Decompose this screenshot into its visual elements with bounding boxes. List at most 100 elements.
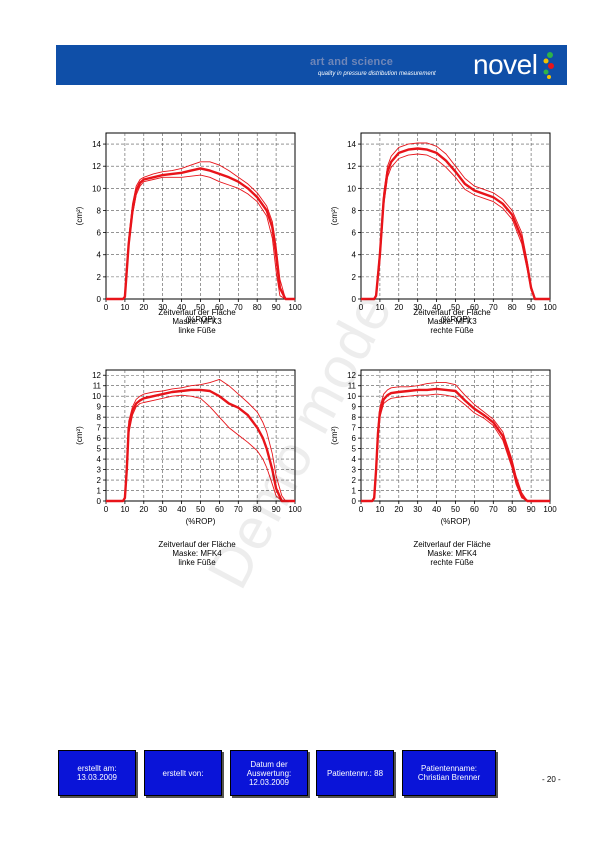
y-tick-label: 5 bbox=[352, 445, 357, 454]
patient-no: Patientennr.: 88 bbox=[326, 768, 384, 778]
y-tick-label: 12 bbox=[347, 371, 356, 380]
y-tick-label: 4 bbox=[97, 455, 102, 464]
y-tick-label: 3 bbox=[352, 466, 357, 475]
y-tick-label: 4 bbox=[97, 251, 102, 260]
caption-line: Zeitverlauf der Fläche bbox=[413, 540, 491, 549]
y-tick-label: 2 bbox=[97, 273, 102, 282]
y-tick-label: 4 bbox=[352, 455, 357, 464]
caption-line: Maske: MFK3 bbox=[172, 317, 222, 326]
x-tick-label: 100 bbox=[288, 303, 302, 312]
x-tick-label: 10 bbox=[375, 303, 384, 312]
x-tick-label: 10 bbox=[120, 505, 129, 514]
y-tick-label: 10 bbox=[92, 392, 101, 401]
x-tick-label: 40 bbox=[432, 505, 441, 514]
caption-line: rechte Füße bbox=[430, 326, 474, 335]
x-tick-label: 20 bbox=[394, 505, 403, 514]
y-tick-label: 0 bbox=[352, 295, 357, 304]
x-axis-label: (%ROP) bbox=[186, 315, 216, 324]
series-line-mean bbox=[361, 387, 550, 503]
x-tick-label: 90 bbox=[272, 303, 281, 312]
area-chart-mfk4-left: 0 10 20 30 40 50 60 70 80 90 1000123456789101112(%… bbox=[75, 369, 302, 526]
x-tick-label: 80 bbox=[508, 303, 517, 312]
tagline-bottom: quality in pressure distribution measure… bbox=[318, 71, 436, 77]
x-tick-label: 20 bbox=[139, 505, 148, 514]
x-axis-label: (%ROP) bbox=[441, 315, 471, 324]
y-axis-label: (cm²) bbox=[330, 426, 339, 445]
x-tick-label: 100 bbox=[288, 505, 302, 514]
x-tick-label: 50 bbox=[196, 505, 205, 514]
caption-line: linke Füße bbox=[178, 558, 216, 567]
patient-name-value: Christian Brenner bbox=[417, 773, 481, 782]
y-tick-label: 11 bbox=[93, 382, 102, 391]
eval-label-2: Auswertung: bbox=[246, 768, 292, 778]
y-tick-label: 6 bbox=[352, 434, 357, 443]
series-line-lower bbox=[361, 393, 550, 502]
caption-line: Maske: MFK3 bbox=[427, 317, 477, 326]
x-tick-label: 30 bbox=[158, 505, 167, 514]
y-tick-label: 2 bbox=[97, 476, 102, 485]
x-tick-label: 30 bbox=[413, 303, 422, 312]
y-tick-label: 1 bbox=[97, 487, 102, 496]
y-tick-label: 0 bbox=[97, 295, 102, 304]
series-line-upper bbox=[106, 378, 295, 502]
x-tick-label: 60 bbox=[470, 505, 479, 514]
caption-mfk3-left: Zeitverlauf der Fläche Maske: MFK3 linke… bbox=[97, 308, 297, 335]
x-tick-label: 0 bbox=[359, 505, 364, 514]
y-tick-label: 8 bbox=[97, 206, 102, 215]
caption-mfk4-right: Zeitverlauf der Fläche Maske: MFK4 recht… bbox=[352, 540, 552, 567]
y-tick-label: 10 bbox=[92, 184, 101, 193]
x-tick-label: 40 bbox=[177, 505, 186, 514]
x-tick-label: 20 bbox=[139, 303, 148, 312]
series-line-upper bbox=[361, 382, 550, 502]
x-tick-label: 80 bbox=[253, 303, 262, 312]
caption-line: rechte Füße bbox=[430, 558, 474, 567]
x-axis-label: (%ROP) bbox=[186, 517, 216, 526]
y-tick-label: 14 bbox=[92, 140, 101, 149]
x-tick-label: 60 bbox=[215, 505, 224, 514]
y-tick-label: 2 bbox=[352, 273, 357, 282]
foot-logo-icon bbox=[543, 52, 554, 79]
caption-line: Maske: MFK4 bbox=[427, 549, 477, 558]
x-tick-label: 0 bbox=[104, 505, 109, 514]
y-tick-label: 10 bbox=[347, 392, 356, 401]
x-tick-label: 90 bbox=[272, 505, 281, 514]
x-tick-label: 0 bbox=[104, 303, 109, 312]
y-tick-label: 12 bbox=[92, 162, 101, 171]
y-tick-label: 12 bbox=[347, 162, 356, 171]
x-tick-label: 10 bbox=[375, 505, 384, 514]
series-line-lower bbox=[106, 174, 295, 300]
area-chart-mfk3-left: 0 10 20 30 40 50 60 70 80 90 100 0 2 4 6 8 10 12 14 (%ROP) (… bbox=[75, 132, 302, 324]
footer-patient-name: Patientenname: Christian Brenner bbox=[402, 750, 496, 796]
caption-mfk4-left: Zeitverlauf der Fläche Maske: MFK4 linke… bbox=[97, 540, 297, 567]
y-tick-label: 8 bbox=[97, 413, 102, 422]
x-tick-label: 100 bbox=[543, 303, 557, 312]
y-tick-label: 2 bbox=[352, 476, 357, 485]
x-tick-label: 80 bbox=[508, 505, 517, 514]
caption-line: Zeitverlauf der Fläche bbox=[158, 308, 236, 317]
footer-eval-date: Datum der Auswertung: 12.03.2009 bbox=[230, 750, 308, 796]
y-tick-label: 5 bbox=[97, 445, 102, 454]
y-tick-label: 0 bbox=[352, 497, 357, 506]
area-chart-mfk4-right: 0 10 20 30 40 50 60 70 80 90 1000123456789101112(%… bbox=[330, 369, 557, 526]
footer-created-by: erstellt von: bbox=[144, 750, 222, 796]
y-tick-label: 4 bbox=[352, 251, 357, 260]
x-tick-label: 90 bbox=[527, 505, 536, 514]
y-axis-label: (cm²) bbox=[75, 426, 84, 445]
x-tick-label: 20 bbox=[394, 303, 403, 312]
y-tick-label: 0 bbox=[97, 497, 102, 506]
caption-mfk3-right: Zeitverlauf der Fläche Maske: MFK3 recht… bbox=[352, 308, 552, 335]
eval-label-1: Datum der bbox=[250, 759, 288, 769]
x-tick-label: 40 bbox=[177, 303, 186, 312]
x-tick-label: 0 bbox=[359, 303, 364, 312]
y-tick-label: 6 bbox=[97, 229, 102, 238]
caption-line: Zeitverlauf der Fläche bbox=[158, 540, 236, 549]
y-tick-label: 14 bbox=[347, 140, 356, 149]
series-line-lower bbox=[361, 153, 550, 300]
x-tick-label: 70 bbox=[489, 505, 498, 514]
y-axis-label: (cm²) bbox=[75, 206, 84, 225]
y-tick-label: 1 bbox=[352, 487, 357, 496]
series-line-upper bbox=[361, 142, 550, 300]
x-tick-label: 100 bbox=[543, 505, 557, 514]
novel-logo: novel bbox=[473, 49, 538, 80]
x-tick-label: 30 bbox=[158, 303, 167, 312]
